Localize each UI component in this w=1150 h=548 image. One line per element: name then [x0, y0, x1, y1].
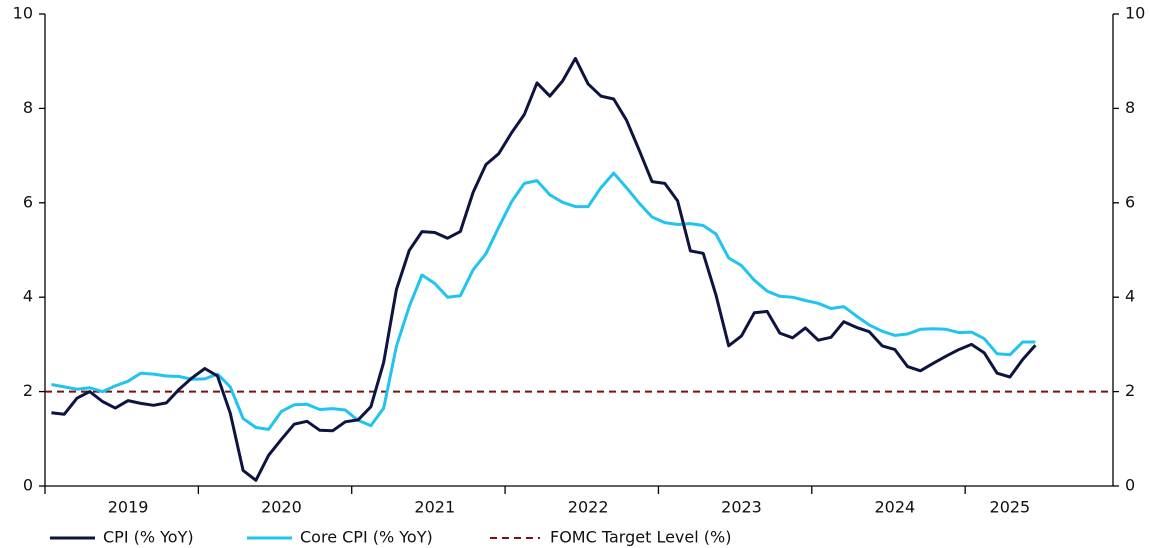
x-tick-label: 2021	[414, 498, 455, 517]
x-tick-label: 2019	[108, 498, 149, 517]
y2-tick-label: 4	[1125, 287, 1135, 306]
y2-tick-label: 8	[1125, 98, 1135, 117]
y2-tick-label: 0	[1125, 476, 1135, 495]
legend-label: FOMC Target Level (%)	[550, 528, 731, 547]
y2-tick-label: 10	[1125, 4, 1145, 23]
y-tick-label: 8	[23, 98, 33, 117]
x-tick-label: 2025	[990, 498, 1031, 517]
legend-label: Core CPI (% YoY)	[300, 528, 433, 547]
x-tick-label: 2022	[568, 498, 609, 517]
x-tick-label: 2024	[875, 498, 916, 517]
y2-tick-label: 2	[1125, 381, 1135, 400]
series-line	[51, 56, 1037, 482]
y-tick-label: 10	[13, 4, 33, 23]
y2-tick-label: 6	[1125, 192, 1135, 211]
y-tick-label: 0	[23, 476, 33, 495]
x-tick-label: 2023	[721, 498, 762, 517]
y-tick-label: 2	[23, 381, 33, 400]
x-tick-label: 2020	[261, 498, 302, 517]
legend-label: CPI (% YoY)	[103, 528, 194, 547]
y-tick-label: 6	[23, 192, 33, 211]
y-tick-label: 4	[23, 287, 33, 306]
